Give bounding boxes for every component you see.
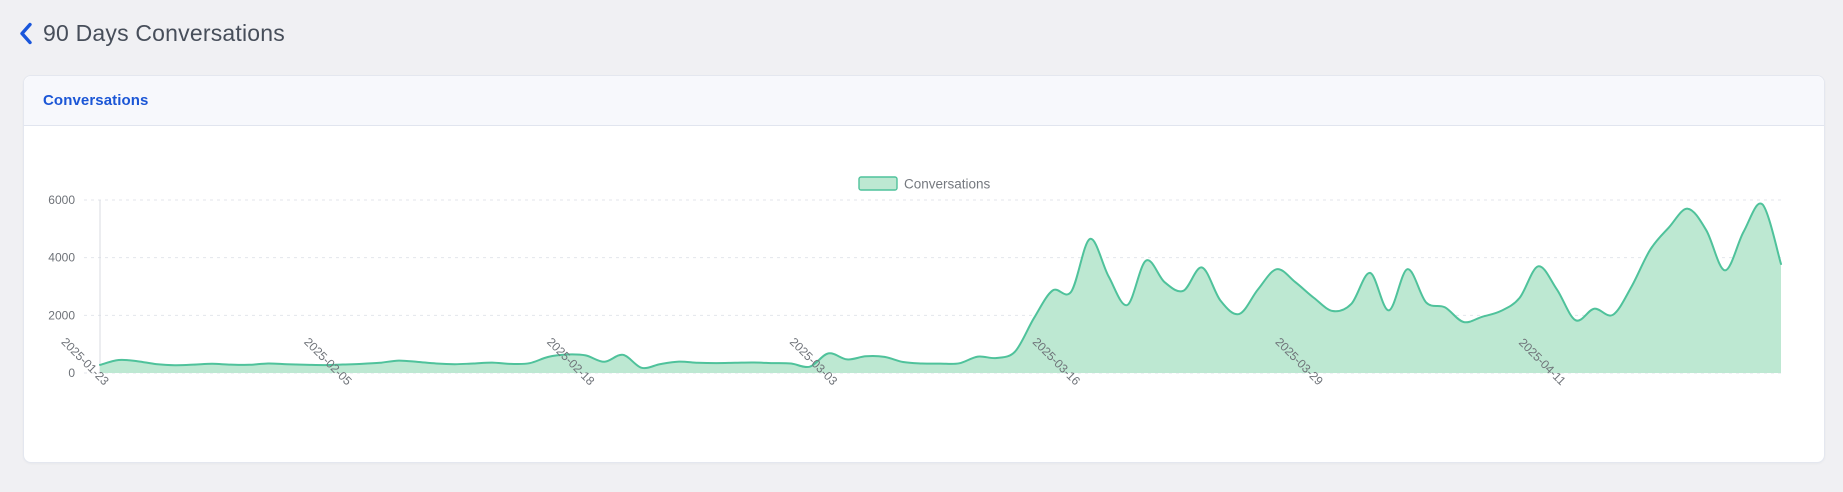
- back-button[interactable]: [18, 22, 34, 45]
- x-axis-tick-label: 2025-01-23: [58, 335, 112, 389]
- card-title: Conversations: [43, 92, 149, 109]
- series-line: [99, 202, 1782, 370]
- y-axis-tick-label: 0: [68, 366, 75, 380]
- chevron-left-icon: [20, 22, 32, 44]
- page-header: 90 Days Conversations: [0, 0, 1843, 50]
- card-header: Conversations: [24, 76, 1824, 126]
- legend-label: Conversations: [904, 177, 991, 192]
- x-axis-tick-label: 2025-02-05: [301, 335, 355, 389]
- chart-container: 0 2000 4000 6000 2025-01-23 2025-02-05 2025-02…: [24, 126, 1824, 463]
- y-axis-tick-label: 6000: [48, 193, 75, 207]
- y-axis-tick-label: 2000: [48, 308, 75, 322]
- legend-item[interactable]: Conversations: [858, 176, 991, 192]
- area-fill: [100, 203, 1781, 373]
- y-axis-tick-label: 4000: [48, 251, 75, 265]
- page-title: 90 Days Conversations: [43, 19, 285, 46]
- conversations-card: Conversations 0 2000 4000 6000 2025-01-23 202…: [23, 75, 1825, 463]
- legend-swatch: [858, 176, 898, 191]
